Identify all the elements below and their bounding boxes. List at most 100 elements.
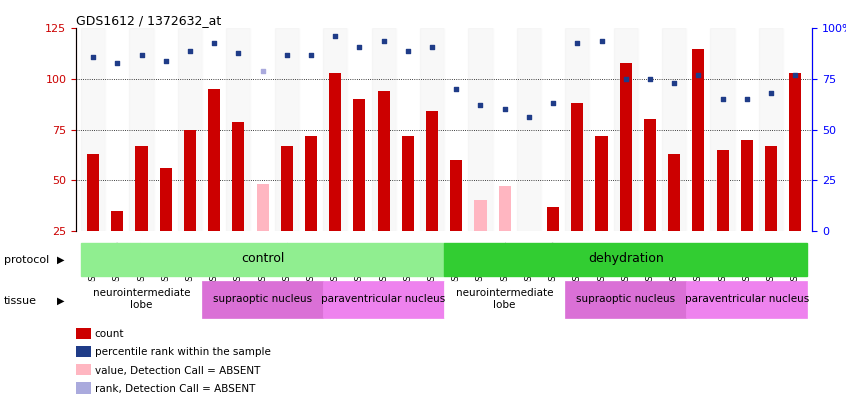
Bar bbox=[638, 28, 662, 231]
Bar bbox=[233, 122, 244, 231]
Point bbox=[619, 76, 633, 82]
Point bbox=[111, 60, 124, 66]
Text: neurointermediate
lobe: neurointermediate lobe bbox=[456, 288, 553, 310]
Point bbox=[328, 33, 342, 40]
Point bbox=[740, 96, 754, 102]
Bar bbox=[154, 28, 178, 231]
Text: protocol: protocol bbox=[4, 255, 49, 265]
Bar bbox=[160, 168, 172, 231]
Bar bbox=[87, 154, 99, 231]
Point bbox=[498, 106, 512, 113]
Bar bbox=[396, 28, 420, 231]
Point bbox=[691, 72, 705, 78]
Bar bbox=[202, 28, 226, 231]
Bar bbox=[571, 103, 584, 231]
Bar bbox=[686, 28, 711, 231]
Text: neurointermediate
lobe: neurointermediate lobe bbox=[93, 288, 190, 310]
Bar bbox=[565, 28, 590, 231]
Bar bbox=[565, 281, 686, 318]
Bar bbox=[208, 89, 220, 231]
Bar bbox=[226, 28, 250, 231]
Point bbox=[788, 72, 802, 78]
Point bbox=[474, 102, 487, 109]
Bar bbox=[717, 150, 728, 231]
Point bbox=[764, 90, 777, 96]
Bar bbox=[299, 28, 323, 231]
Text: GDS1612 / 1372632_at: GDS1612 / 1372632_at bbox=[76, 14, 222, 27]
Bar bbox=[517, 28, 541, 231]
Bar bbox=[547, 207, 559, 231]
Point bbox=[207, 39, 221, 46]
Text: ▶: ▶ bbox=[58, 255, 64, 265]
Bar bbox=[348, 28, 371, 231]
Bar bbox=[402, 136, 414, 231]
Point bbox=[426, 43, 439, 50]
Text: control: control bbox=[241, 252, 284, 265]
Bar bbox=[686, 281, 807, 318]
Point bbox=[159, 58, 173, 64]
Point bbox=[86, 53, 100, 60]
Text: paraventricular nucleus: paraventricular nucleus bbox=[684, 294, 809, 304]
Point bbox=[255, 68, 269, 74]
Point bbox=[643, 76, 656, 82]
Point bbox=[449, 86, 463, 92]
Bar bbox=[377, 91, 390, 231]
Point bbox=[353, 43, 366, 50]
Bar bbox=[184, 130, 196, 231]
Bar bbox=[662, 28, 686, 231]
Bar bbox=[741, 140, 753, 231]
Bar bbox=[596, 136, 607, 231]
Point bbox=[376, 37, 390, 44]
Bar bbox=[692, 49, 705, 231]
Bar bbox=[81, 243, 444, 275]
Bar bbox=[498, 186, 511, 231]
Bar bbox=[354, 99, 365, 231]
Bar bbox=[765, 146, 777, 231]
Text: dehydration: dehydration bbox=[588, 252, 663, 265]
Bar bbox=[329, 73, 341, 231]
Bar bbox=[759, 28, 783, 231]
Bar bbox=[420, 28, 444, 231]
Point bbox=[135, 51, 148, 58]
Bar bbox=[789, 73, 801, 231]
Bar bbox=[275, 28, 299, 231]
Point bbox=[547, 100, 560, 107]
Text: count: count bbox=[95, 329, 124, 339]
Bar bbox=[281, 146, 293, 231]
Bar bbox=[129, 28, 154, 231]
Bar bbox=[323, 281, 444, 318]
Bar bbox=[256, 184, 269, 231]
Bar bbox=[783, 28, 807, 231]
Text: percentile rank within the sample: percentile rank within the sample bbox=[95, 347, 271, 357]
Text: tissue: tissue bbox=[4, 296, 37, 305]
Bar bbox=[105, 28, 129, 231]
Bar bbox=[668, 154, 680, 231]
Bar bbox=[135, 146, 147, 231]
Bar bbox=[613, 28, 638, 231]
Bar bbox=[444, 281, 565, 318]
Bar bbox=[711, 28, 734, 231]
Bar bbox=[178, 28, 202, 231]
Bar bbox=[323, 28, 348, 231]
Point bbox=[522, 114, 536, 121]
Bar bbox=[590, 28, 613, 231]
Bar bbox=[734, 28, 759, 231]
Text: ▶: ▶ bbox=[58, 296, 64, 305]
Text: rank, Detection Call = ABSENT: rank, Detection Call = ABSENT bbox=[95, 384, 255, 394]
Bar bbox=[450, 160, 462, 231]
Text: supraoptic nucleus: supraoptic nucleus bbox=[576, 294, 675, 304]
Point bbox=[184, 47, 197, 54]
Bar bbox=[469, 28, 492, 231]
Point bbox=[305, 51, 318, 58]
Point bbox=[716, 96, 729, 102]
Bar bbox=[111, 211, 124, 231]
Bar bbox=[250, 28, 275, 231]
Bar bbox=[444, 243, 807, 275]
Bar bbox=[644, 119, 656, 231]
Bar bbox=[475, 200, 486, 231]
Text: paraventricular nucleus: paraventricular nucleus bbox=[321, 294, 446, 304]
Point bbox=[667, 80, 681, 86]
Point bbox=[595, 37, 608, 44]
Bar bbox=[444, 28, 469, 231]
Bar bbox=[81, 28, 105, 231]
